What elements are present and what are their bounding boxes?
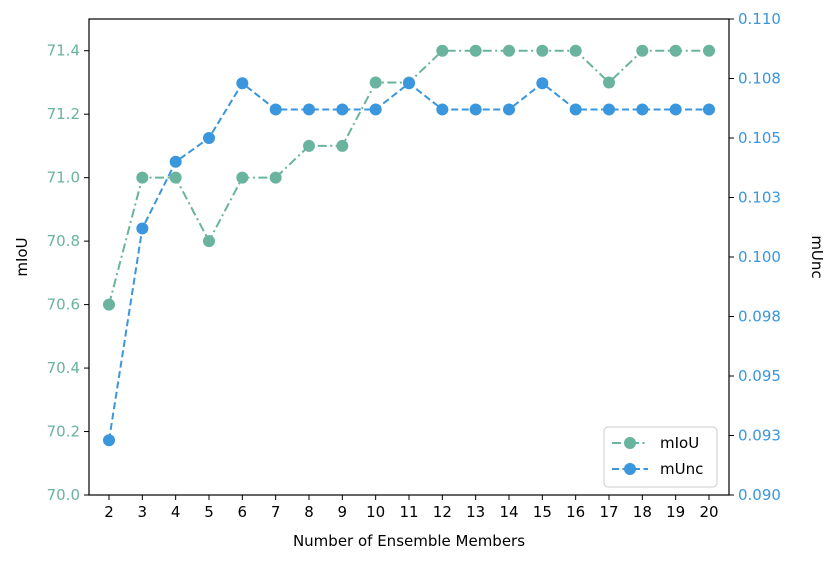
x-tick-label: 12 xyxy=(433,503,452,521)
x-tick-label: 19 xyxy=(666,503,685,521)
y-left-tick-label: 70.2 xyxy=(47,423,80,441)
x-axis: 2 3 4 5 6 7 8 9 10 11 12 13 14 15 16 17 18 19 20 xyxy=(104,495,719,521)
data-point-miou xyxy=(503,44,515,57)
y-right-tick-label: 0.098 xyxy=(738,308,781,326)
y-axis-title-left: mIoU xyxy=(13,237,31,276)
x-tick-label: 7 xyxy=(271,503,281,521)
data-point-miou xyxy=(669,44,682,57)
y-left-tick-label: 71.0 xyxy=(47,169,80,187)
data-point-munc xyxy=(469,103,482,116)
data-point-munc xyxy=(203,132,215,144)
x-tick-label: 11 xyxy=(399,503,418,521)
data-point-miou xyxy=(569,44,582,57)
data-point-munc xyxy=(669,103,682,116)
data-point-miou xyxy=(269,171,282,184)
x-tick-label: 8 xyxy=(304,503,314,521)
y-left-tick-label: 70.8 xyxy=(47,232,80,250)
data-point-munc xyxy=(536,77,549,90)
x-tick-label: 3 xyxy=(138,503,148,521)
x-axis-title: Number of Ensemble Members xyxy=(293,532,525,550)
data-point-miou xyxy=(369,76,382,89)
x-tick-label: 4 xyxy=(171,503,181,521)
x-tick-label: 9 xyxy=(338,503,348,521)
legend-marker-miou xyxy=(624,437,636,449)
x-tick-label: 15 xyxy=(533,503,552,521)
x-tick-label: 14 xyxy=(499,503,518,521)
data-point-munc xyxy=(336,103,349,116)
x-tick-label: 2 xyxy=(104,503,114,521)
data-point-miou xyxy=(203,235,215,248)
y-left-tick-label: 70.6 xyxy=(47,296,80,314)
y-right-tick-label: 0.090 xyxy=(738,486,781,504)
data-point-miou xyxy=(136,171,149,184)
y-left-tick-label: 71.2 xyxy=(47,105,80,123)
data-point-munc xyxy=(436,103,449,116)
legend-label-munc: mUnc xyxy=(660,460,703,478)
data-point-miou xyxy=(469,44,482,57)
data-point-munc xyxy=(103,434,115,447)
data-point-miou xyxy=(436,44,449,57)
data-point-miou xyxy=(336,139,349,152)
plot-area xyxy=(89,19,729,495)
data-point-munc xyxy=(169,155,182,168)
y-axis-title-right: mUnc xyxy=(808,235,826,278)
data-point-miou xyxy=(169,171,182,184)
x-tick-label: 10 xyxy=(366,503,385,521)
data-point-munc xyxy=(603,103,615,116)
y-axis-right: 0.090 0.093 0.095 0.098 0.100 0.103 0.105 0.108… xyxy=(729,10,781,504)
y-right-tick-label: 0.095 xyxy=(738,367,781,385)
x-tick-label: 13 xyxy=(466,503,485,521)
x-tick-label: 6 xyxy=(238,503,248,521)
legend-marker-munc xyxy=(624,463,636,475)
data-point-munc xyxy=(369,103,382,116)
y-right-tick-label: 0.093 xyxy=(738,427,781,445)
legend: mIoU mUnc xyxy=(603,426,718,488)
data-point-miou xyxy=(603,76,615,89)
data-point-munc xyxy=(503,103,515,116)
data-point-munc xyxy=(569,103,582,116)
x-tick-label: 17 xyxy=(599,503,618,521)
data-point-miou xyxy=(236,171,249,184)
x-tick-label: 20 xyxy=(699,503,718,521)
data-point-miou xyxy=(703,44,715,57)
data-point-munc xyxy=(303,103,315,116)
data-point-munc xyxy=(703,103,715,116)
data-point-miou xyxy=(303,139,315,152)
y-right-tick-label: 0.100 xyxy=(738,248,781,266)
data-point-munc xyxy=(269,103,282,116)
y-axis-left: 70.0 70.2 70.4 70.6 70.8 71.0 71.2 71.4 xyxy=(47,42,89,504)
series-layer xyxy=(103,44,715,447)
data-point-miou xyxy=(536,44,549,57)
y-left-tick-label: 70.0 xyxy=(47,486,80,504)
x-tick-label: 5 xyxy=(204,503,214,521)
data-point-miou xyxy=(636,44,649,57)
x-tick-label: 18 xyxy=(633,503,652,521)
y-left-tick-label: 71.4 xyxy=(47,42,80,60)
y-right-tick-label: 0.103 xyxy=(738,189,781,207)
data-point-munc xyxy=(136,222,149,235)
data-point-miou xyxy=(103,298,115,311)
x-tick-label: 16 xyxy=(566,503,585,521)
y-right-tick-label: 0.110 xyxy=(738,10,781,28)
data-point-munc xyxy=(403,77,415,90)
data-point-munc xyxy=(636,103,649,116)
y-right-tick-label: 0.105 xyxy=(738,129,781,147)
data-point-munc xyxy=(236,77,249,90)
legend-label-miou: mIoU xyxy=(660,434,699,452)
y-left-tick-label: 70.4 xyxy=(47,359,80,377)
y-right-tick-label: 0.108 xyxy=(738,70,781,88)
